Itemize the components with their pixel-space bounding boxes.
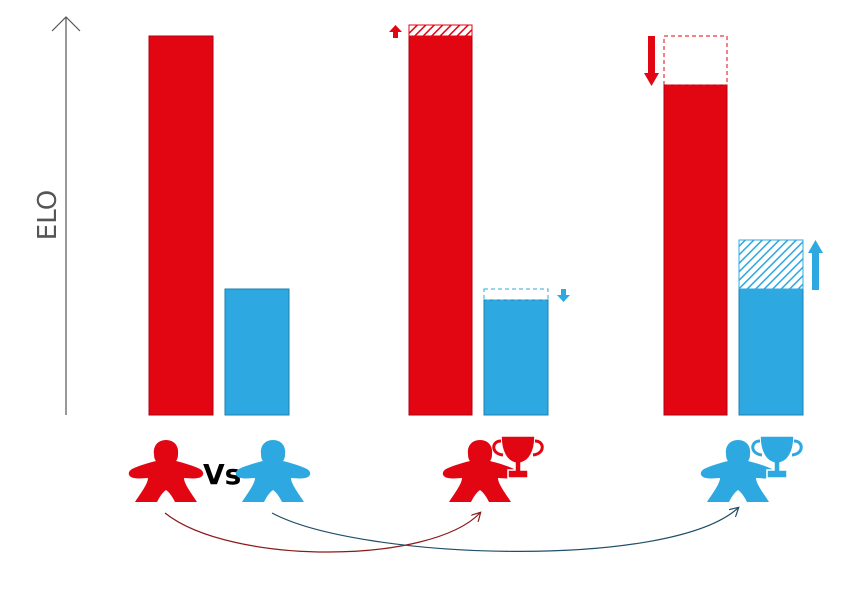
blue-bar-red-wins [483,299,549,416]
trophy-icon [751,435,803,479]
trophy-icon [492,435,544,479]
blue-bar-blue-wins [738,288,804,416]
arrow-down-icon [644,36,659,86]
red-bar-red-wins [408,35,473,416]
red-bar-blue-wins [663,84,728,416]
arrow-down-icon [557,289,570,302]
red-bar-before [148,35,214,416]
blue-bar-before [224,288,290,416]
scenario-before [148,35,290,416]
red-outcome-arrow [164,513,480,553]
blue-loss-outline [483,288,549,301]
versus-label: Vs [203,458,241,491]
arrow-up-icon [808,240,823,290]
arrow-up-icon [389,25,402,38]
red-player-meeple-icon [128,440,204,502]
axis-label: ELO [33,190,63,240]
blue-gain-hatch [738,239,804,290]
scenario-red-wins [389,24,570,416]
red-gain-hatch [408,24,473,37]
blue-outcome-arrow [271,508,738,552]
red-loss-outline [663,35,728,86]
scenario-blue-wins [644,35,823,416]
elo-axis [51,16,81,415]
blue-player-meeple-icon [235,440,311,502]
